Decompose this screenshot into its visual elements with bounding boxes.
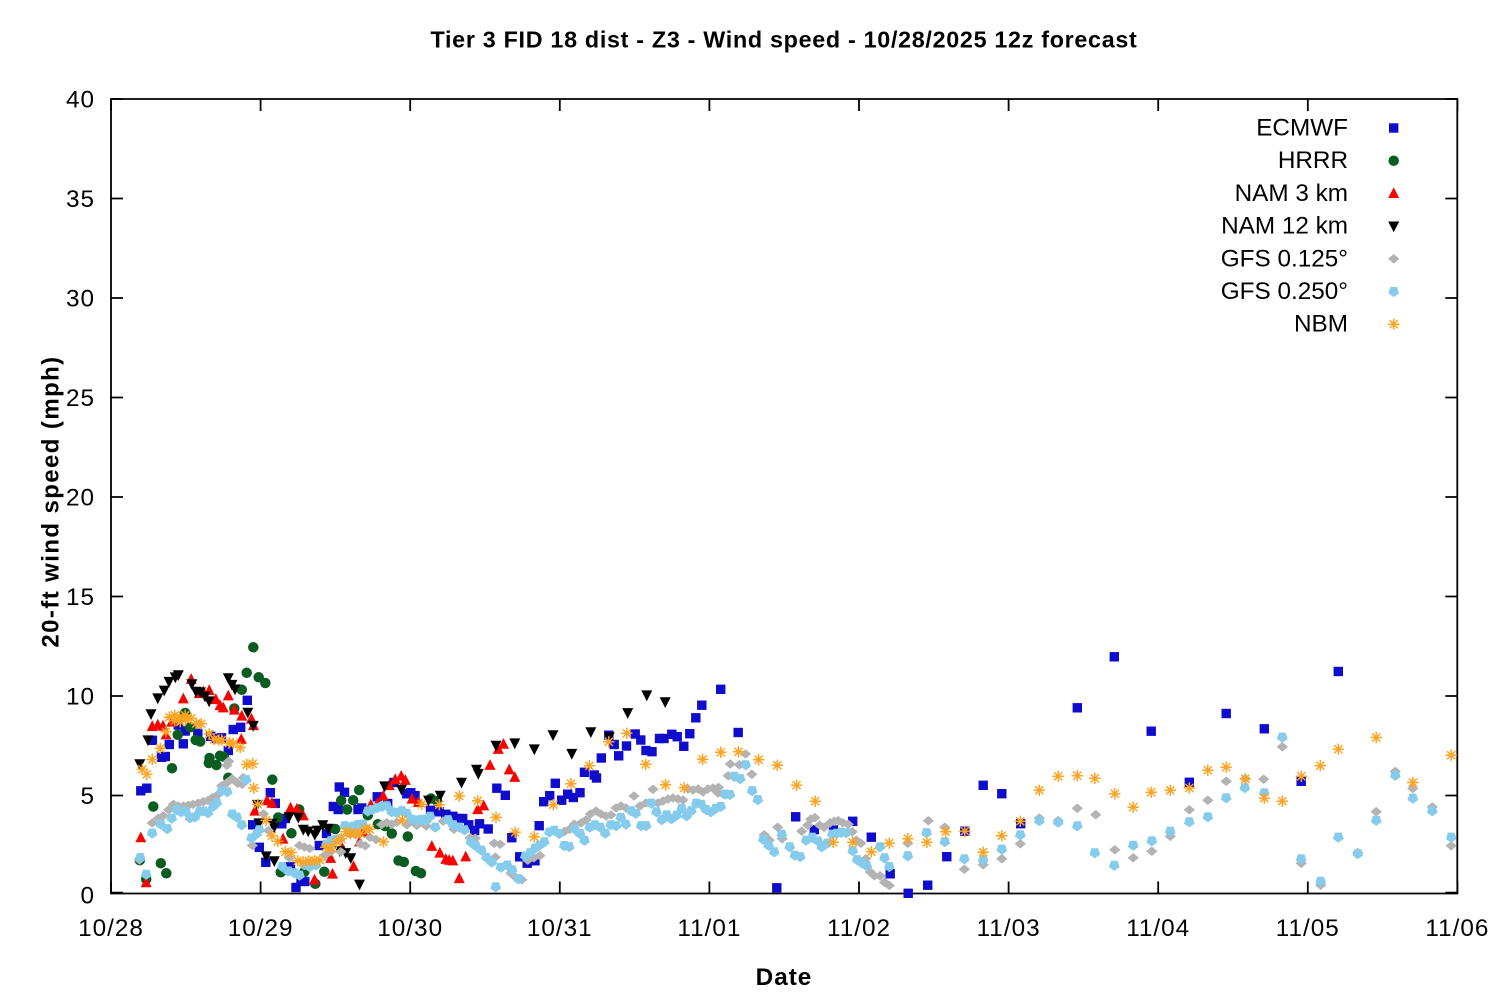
svg-text:10: 10 — [66, 684, 95, 711]
svg-text:20-ft wind speed (mph): 20-ft wind speed (mph) — [38, 355, 65, 647]
svg-text:10/29: 10/29 — [228, 915, 294, 942]
svg-text:15: 15 — [66, 584, 95, 611]
svg-text:11/05: 11/05 — [1276, 915, 1340, 942]
svg-text:ECMWF: ECMWF — [1256, 115, 1348, 142]
svg-text:5: 5 — [80, 783, 95, 810]
svg-text:11/01: 11/01 — [677, 915, 741, 942]
svg-text:HRRR: HRRR — [1278, 147, 1348, 174]
svg-text:GFS 0.250°: GFS 0.250° — [1221, 278, 1348, 305]
svg-text:40: 40 — [66, 87, 95, 114]
svg-text:35: 35 — [66, 186, 95, 213]
svg-text:NAM 12 km: NAM 12 km — [1221, 213, 1348, 240]
svg-text:25: 25 — [66, 385, 95, 412]
svg-text:20: 20 — [66, 485, 95, 512]
svg-text:0: 0 — [80, 883, 95, 910]
svg-text:10/31: 10/31 — [527, 915, 593, 942]
svg-text:11/04: 11/04 — [1126, 915, 1190, 942]
svg-text:NAM 3 km: NAM 3 km — [1235, 180, 1348, 207]
svg-text:11/06: 11/06 — [1425, 915, 1489, 942]
svg-text:11/03: 11/03 — [977, 915, 1041, 942]
svg-text:10/28: 10/28 — [78, 915, 144, 942]
svg-text:GFS 0.125°: GFS 0.125° — [1221, 245, 1348, 272]
svg-text:Tier 3 FID 18 dist - Z3 - Wind: Tier 3 FID 18 dist - Z3 - Wind speed - 1… — [431, 27, 1138, 53]
svg-text:10/30: 10/30 — [377, 915, 443, 942]
svg-text:30: 30 — [66, 286, 95, 313]
svg-text:NBM: NBM — [1294, 311, 1348, 338]
svg-text:11/02: 11/02 — [827, 915, 891, 942]
svg-text:Date: Date — [756, 964, 813, 991]
